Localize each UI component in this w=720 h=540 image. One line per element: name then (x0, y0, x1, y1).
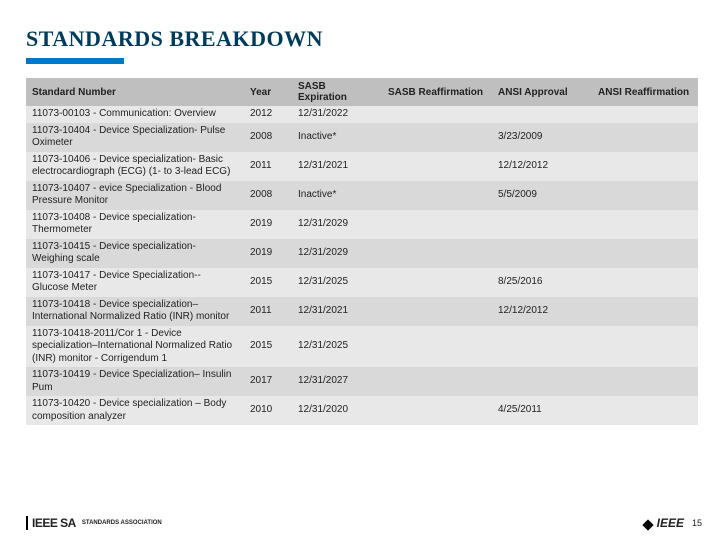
cell-reaf (382, 297, 492, 326)
col-header-sasb-expiration: SASB Expiration (292, 78, 382, 106)
title-accent (26, 58, 124, 64)
cell-year: 2008 (244, 181, 292, 210)
cell-standard: 11073-10417 - Device Specialization-- Gl… (26, 268, 244, 297)
page-title: STANDARDS BREAKDOWN (26, 26, 323, 52)
col-header-year: Year (244, 78, 292, 106)
cell-reaf (382, 239, 492, 268)
cell-ansi: 8/25/2016 (492, 268, 592, 297)
cell-ansi (492, 106, 592, 123)
page-number: 15 (692, 518, 702, 528)
table-row: 11073-10404 - Device Specialization- Pul… (26, 123, 698, 152)
cell-standard: 11073-10418-2011/Cor 1 - Device speciali… (26, 326, 244, 368)
cell-exp: Inactive* (292, 123, 382, 152)
cell-areaf (592, 239, 698, 268)
cell-reaf (382, 396, 492, 425)
cell-standard: 11073-10419 - Device Specialization– Ins… (26, 367, 244, 396)
table-body: 11073-00103 - Communication: Overview201… (26, 106, 698, 425)
cell-areaf (592, 367, 698, 396)
footer-left: IEEE SA STANDARDS ASSOCIATION (26, 516, 162, 530)
table-row: 11073-00103 - Communication: Overview201… (26, 106, 698, 123)
cell-ansi (492, 326, 592, 368)
cell-areaf (592, 123, 698, 152)
cell-reaf (382, 152, 492, 181)
col-header-ansi-reaffirmation: ANSI Reaffirmation (592, 78, 698, 106)
cell-reaf (382, 106, 492, 123)
cell-ansi (492, 367, 592, 396)
cell-ansi: 12/12/2012 (492, 152, 592, 181)
footer-right: IEEE 15 (644, 516, 702, 530)
cell-standard: 11073-10404 - Device Specialization- Pul… (26, 123, 244, 152)
cell-exp: 12/31/2025 (292, 326, 382, 368)
cell-areaf (592, 297, 698, 326)
table-row: 11073-10418 - Device specialization– Int… (26, 297, 698, 326)
col-header-sasb-reaffirmation: SASB Reaffirmation (382, 78, 492, 106)
cell-exp: 12/31/2022 (292, 106, 382, 123)
cell-year: 2019 (244, 239, 292, 268)
cell-ansi: 4/25/2011 (492, 396, 592, 425)
cell-year: 2019 (244, 210, 292, 239)
footer: IEEE SA STANDARDS ASSOCIATION IEEE 15 (26, 516, 702, 530)
cell-ansi: 12/12/2012 (492, 297, 592, 326)
table-row: 11073-10415 - Device specialization- Wei… (26, 239, 698, 268)
cell-exp: 12/31/2020 (292, 396, 382, 425)
cell-areaf (592, 152, 698, 181)
ieee-diamond-icon (642, 519, 653, 530)
cell-exp: 12/31/2029 (292, 239, 382, 268)
cell-standard: 11073-10406 - Device specialization- Bas… (26, 152, 244, 181)
cell-exp: 12/31/2027 (292, 367, 382, 396)
cell-standard: 11073-10415 - Device specialization- Wei… (26, 239, 244, 268)
cell-areaf (592, 268, 698, 297)
cell-year: 2010 (244, 396, 292, 425)
standards-table: Standard Number Year SASB Expiration SAS… (26, 78, 698, 425)
ieee-sa-logo: IEEE SA (26, 516, 76, 530)
cell-exp: Inactive* (292, 181, 382, 210)
cell-areaf (592, 106, 698, 123)
cell-reaf (382, 181, 492, 210)
cell-reaf (382, 123, 492, 152)
cell-year: 2008 (244, 123, 292, 152)
standards-table-wrap: Standard Number Year SASB Expiration SAS… (26, 78, 698, 425)
cell-exp: 12/31/2025 (292, 268, 382, 297)
cell-areaf (592, 326, 698, 368)
cell-standard: 11073-10408 - Device specialization- The… (26, 210, 244, 239)
table-row: 11073-10418-2011/Cor 1 - Device speciali… (26, 326, 698, 368)
cell-year: 2012 (244, 106, 292, 123)
cell-year: 2017 (244, 367, 292, 396)
cell-reaf (382, 367, 492, 396)
cell-exp: 12/31/2021 (292, 297, 382, 326)
cell-standard: 11073-10418 - Device specialization– Int… (26, 297, 244, 326)
cell-year: 2011 (244, 297, 292, 326)
cell-areaf (592, 181, 698, 210)
table-row: 11073-10417 - Device Specialization-- Gl… (26, 268, 698, 297)
cell-reaf (382, 268, 492, 297)
cell-standard: 11073-10420 - Device specialization – Bo… (26, 396, 244, 425)
table-row: 11073-10407 - evice Specialization - Blo… (26, 181, 698, 210)
ieee-logo-text: IEEE (657, 516, 684, 530)
cell-year: 2011 (244, 152, 292, 181)
cell-standard: 11073-00103 - Communication: Overview (26, 106, 244, 123)
cell-reaf (382, 326, 492, 368)
col-header-ansi-approval: ANSI Approval (492, 78, 592, 106)
cell-ansi (492, 239, 592, 268)
table-row: 11073-10408 - Device specialization- The… (26, 210, 698, 239)
cell-areaf (592, 396, 698, 425)
cell-areaf (592, 210, 698, 239)
table-row: 11073-10406 - Device specialization- Bas… (26, 152, 698, 181)
table-row: 11073-10420 - Device specialization – Bo… (26, 396, 698, 425)
table-row: 11073-10419 - Device Specialization– Ins… (26, 367, 698, 396)
cell-exp: 12/31/2029 (292, 210, 382, 239)
cell-ansi: 5/5/2009 (492, 181, 592, 210)
cell-standard: 11073-10407 - evice Specialization - Blo… (26, 181, 244, 210)
col-header-standard: Standard Number (26, 78, 244, 106)
cell-ansi: 3/23/2009 (492, 123, 592, 152)
cell-ansi (492, 210, 592, 239)
ieee-sa-subtitle: STANDARDS ASSOCIATION (82, 520, 162, 526)
cell-exp: 12/31/2021 (292, 152, 382, 181)
cell-year: 2015 (244, 268, 292, 297)
cell-reaf (382, 210, 492, 239)
table-header-row: Standard Number Year SASB Expiration SAS… (26, 78, 698, 106)
cell-year: 2015 (244, 326, 292, 368)
ieee-logo: IEEE (644, 516, 684, 530)
